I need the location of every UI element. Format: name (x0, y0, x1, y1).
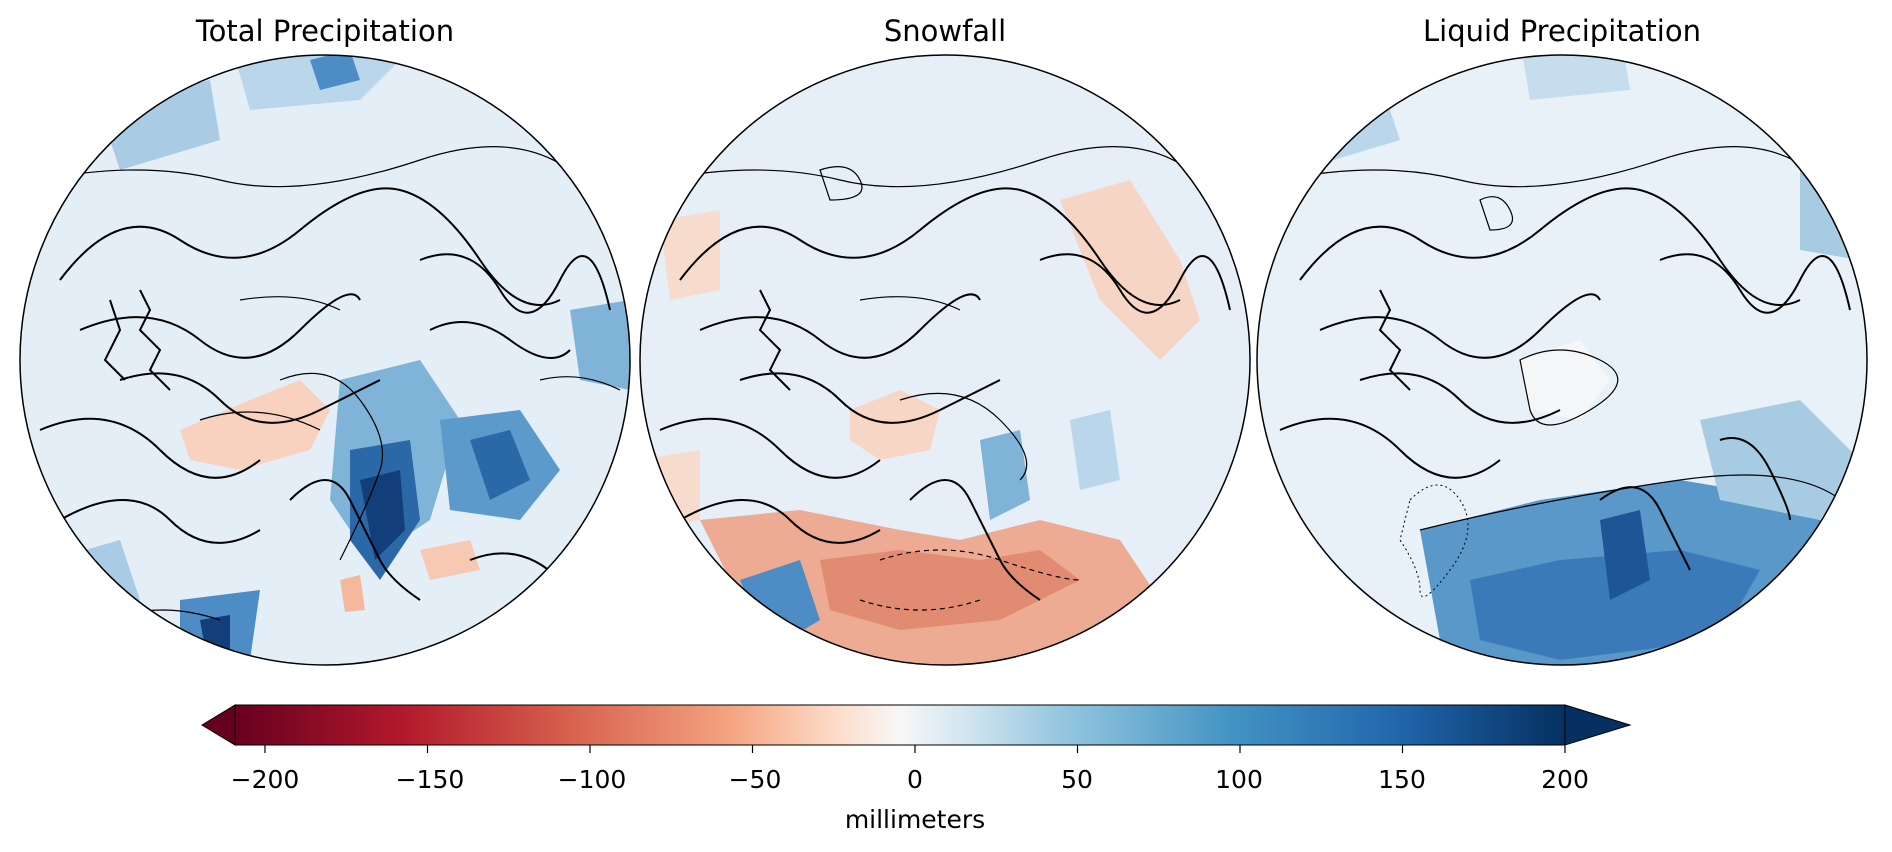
red-region (660, 210, 720, 300)
panel-title: Liquid Precipitation (1423, 14, 1701, 48)
red-region (820, 550, 1080, 630)
white-region (1520, 340, 1610, 420)
colorbar-extend-max (1564, 704, 1632, 746)
map-panel-liquid-precipitation (1257, 55, 1867, 665)
colorbar-tick-label: 150 (1378, 765, 1426, 794)
panel-title: Snowfall (883, 14, 1007, 48)
blue-region (980, 430, 1030, 520)
blue-region (570, 300, 630, 390)
red-region (850, 390, 940, 460)
blue-region (310, 55, 360, 90)
blue-region (1070, 410, 1120, 490)
red-region (640, 450, 700, 530)
blue-region (1520, 55, 1630, 100)
blue-region (1700, 400, 1860, 520)
colorbar-extend-min (201, 704, 236, 746)
colorbar-tick-label: 0 (907, 765, 923, 794)
map-panel-snowfall (640, 55, 1250, 665)
colorbar-tick-label: −200 (230, 765, 300, 794)
blue-region (1600, 510, 1650, 600)
blue-region (740, 560, 820, 650)
red-region (180, 380, 330, 470)
blue-region (1470, 550, 1760, 660)
colorbar-tick-label: −150 (395, 765, 465, 794)
map-panel-total-precipitation (20, 55, 630, 665)
colorbar-tick-label: −50 (728, 765, 782, 794)
colorbar-title: millimeters (844, 805, 986, 834)
colorbar-gradient (234, 704, 1566, 746)
blue-region (470, 430, 530, 500)
colorbar-tick-label: −100 (557, 765, 627, 794)
red-region (1060, 180, 1200, 360)
colorbar-tick-label: 50 (1061, 765, 1093, 794)
red-region (420, 540, 480, 580)
colorbar-tick-label: 100 (1215, 765, 1263, 794)
colorbar (201, 704, 1632, 753)
red-region (340, 575, 365, 612)
panel-title: Total Precipitation (195, 14, 455, 48)
colorbar-tick-label: 200 (1541, 765, 1589, 794)
